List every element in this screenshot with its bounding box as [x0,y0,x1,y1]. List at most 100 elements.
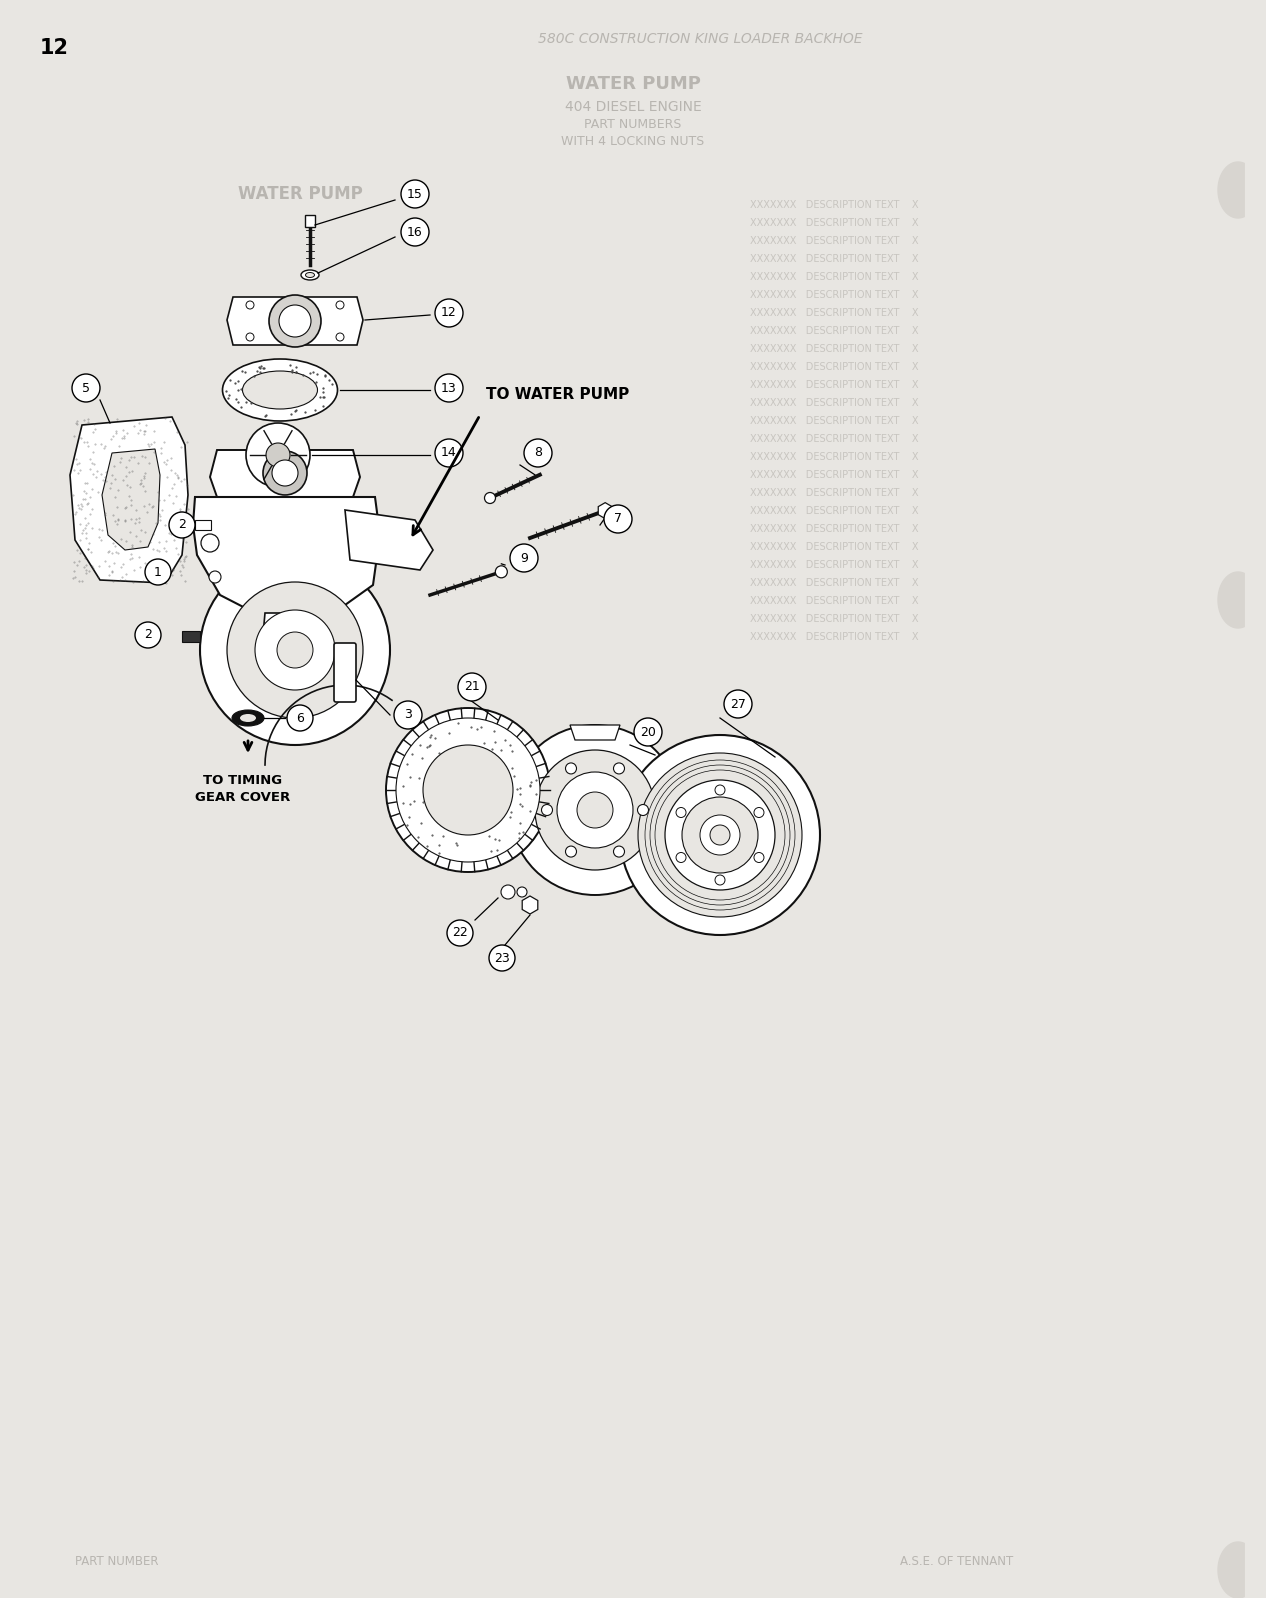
FancyBboxPatch shape [334,642,356,702]
Circle shape [501,885,515,900]
Circle shape [268,296,322,347]
Circle shape [700,815,741,855]
Circle shape [604,505,632,534]
Circle shape [72,374,100,403]
Ellipse shape [305,273,314,278]
Circle shape [146,559,171,585]
Circle shape [620,735,820,935]
Text: XXXXXXX   DESCRIPTION TEXT    X: XXXXXXX DESCRIPTION TEXT X [749,200,919,209]
Text: 7: 7 [614,513,622,526]
Circle shape [614,845,624,857]
Text: 6: 6 [296,711,304,724]
Text: 404 DIESEL ENGINE: 404 DIESEL ENGINE [565,101,701,113]
Circle shape [279,305,311,337]
Circle shape [436,439,463,467]
Text: XXXXXXX   DESCRIPTION TEXT    X: XXXXXXX DESCRIPTION TEXT X [749,308,919,318]
Circle shape [436,299,463,328]
Text: XXXXXXX   DESCRIPTION TEXT    X: XXXXXXX DESCRIPTION TEXT X [749,363,919,372]
Polygon shape [227,297,363,345]
Polygon shape [263,614,306,634]
Ellipse shape [232,710,265,725]
Text: XXXXXXX   DESCRIPTION TEXT    X: XXXXXXX DESCRIPTION TEXT X [749,272,919,281]
Polygon shape [346,510,433,570]
Circle shape [715,785,725,794]
Circle shape [510,725,680,895]
Text: XXXXXXX   DESCRIPTION TEXT    X: XXXXXXX DESCRIPTION TEXT X [749,542,919,551]
Circle shape [566,762,576,773]
Circle shape [665,780,775,890]
Ellipse shape [301,270,319,280]
Text: 22: 22 [452,927,468,940]
Text: 2: 2 [144,628,152,641]
Circle shape [524,439,552,467]
Text: 2: 2 [179,518,186,532]
Circle shape [396,718,541,861]
Text: 21: 21 [465,681,480,694]
Text: 20: 20 [641,725,656,738]
Bar [182,631,200,642]
Circle shape [577,793,613,828]
Text: XXXXXXX   DESCRIPTION TEXT    X: XXXXXXX DESCRIPTION TEXT X [749,254,919,264]
Circle shape [485,492,495,503]
Text: 27: 27 [730,697,746,711]
Text: XXXXXXX   DESCRIPTION TEXT    X: XXXXXXX DESCRIPTION TEXT X [749,596,919,606]
Circle shape [246,423,310,487]
Circle shape [510,543,538,572]
Ellipse shape [241,714,256,722]
Circle shape [335,332,344,340]
Text: XXXXXXX   DESCRIPTION TEXT    X: XXXXXXX DESCRIPTION TEXT X [749,452,919,462]
Circle shape [536,749,655,869]
Circle shape [517,887,527,896]
Text: XXXXXXX   DESCRIPTION TEXT    X: XXXXXXX DESCRIPTION TEXT X [749,237,919,246]
Circle shape [272,460,298,486]
Text: 15: 15 [408,187,423,200]
Text: 1: 1 [154,566,162,578]
Text: XXXXXXX   DESCRIPTION TEXT    X: XXXXXXX DESCRIPTION TEXT X [749,614,919,623]
Circle shape [287,705,313,730]
Text: 5: 5 [82,382,90,395]
Text: XXXXXXX   DESCRIPTION TEXT    X: XXXXXXX DESCRIPTION TEXT X [749,631,919,642]
Circle shape [724,690,752,718]
Circle shape [386,708,549,873]
Text: WITH 4 LOCKING NUTS: WITH 4 LOCKING NUTS [561,134,705,149]
Text: XXXXXXX   DESCRIPTION TEXT    X: XXXXXXX DESCRIPTION TEXT X [749,380,919,390]
Text: XXXXXXX   DESCRIPTION TEXT    X: XXXXXXX DESCRIPTION TEXT X [749,559,919,570]
Text: XXXXXXX   DESCRIPTION TEXT    X: XXXXXXX DESCRIPTION TEXT X [749,524,919,534]
Circle shape [246,332,254,340]
Circle shape [755,807,763,818]
Circle shape [200,555,390,745]
Circle shape [201,534,219,551]
Text: TO WATER PUMP: TO WATER PUMP [486,387,629,403]
Text: A.S.E. OF TENNANT: A.S.E. OF TENNANT [900,1555,1013,1568]
Circle shape [401,181,429,208]
Text: XXXXXXX   DESCRIPTION TEXT    X: XXXXXXX DESCRIPTION TEXT X [749,217,919,229]
Circle shape [566,845,576,857]
Circle shape [638,753,801,917]
Text: XXXXXXX   DESCRIPTION TEXT    X: XXXXXXX DESCRIPTION TEXT X [749,435,919,444]
Text: XXXXXXX   DESCRIPTION TEXT    X: XXXXXXX DESCRIPTION TEXT X [749,507,919,516]
Text: XXXXXXX   DESCRIPTION TEXT    X: XXXXXXX DESCRIPTION TEXT X [749,326,919,336]
Text: 13: 13 [441,382,457,395]
Text: XXXXXXX   DESCRIPTION TEXT    X: XXXXXXX DESCRIPTION TEXT X [749,470,919,479]
Circle shape [263,451,306,495]
Circle shape [168,511,195,539]
Polygon shape [192,497,380,614]
Text: 3: 3 [404,708,411,722]
Text: 8: 8 [534,446,542,460]
Polygon shape [210,451,360,497]
Circle shape [246,300,254,308]
Circle shape [557,772,633,849]
Circle shape [755,852,763,863]
Circle shape [266,443,290,467]
Circle shape [335,300,344,308]
Text: XXXXXXX   DESCRIPTION TEXT    X: XXXXXXX DESCRIPTION TEXT X [749,344,919,355]
Circle shape [394,702,422,729]
Circle shape [715,876,725,885]
Text: XXXXXXX   DESCRIPTION TEXT    X: XXXXXXX DESCRIPTION TEXT X [749,578,919,588]
Text: 12: 12 [441,307,457,320]
Text: TO TIMING
GEAR COVER: TO TIMING GEAR COVER [195,773,291,804]
Text: 14: 14 [441,446,457,460]
Circle shape [542,804,552,815]
Text: XXXXXXX   DESCRIPTION TEXT    X: XXXXXXX DESCRIPTION TEXT X [749,487,919,499]
Polygon shape [70,417,187,583]
